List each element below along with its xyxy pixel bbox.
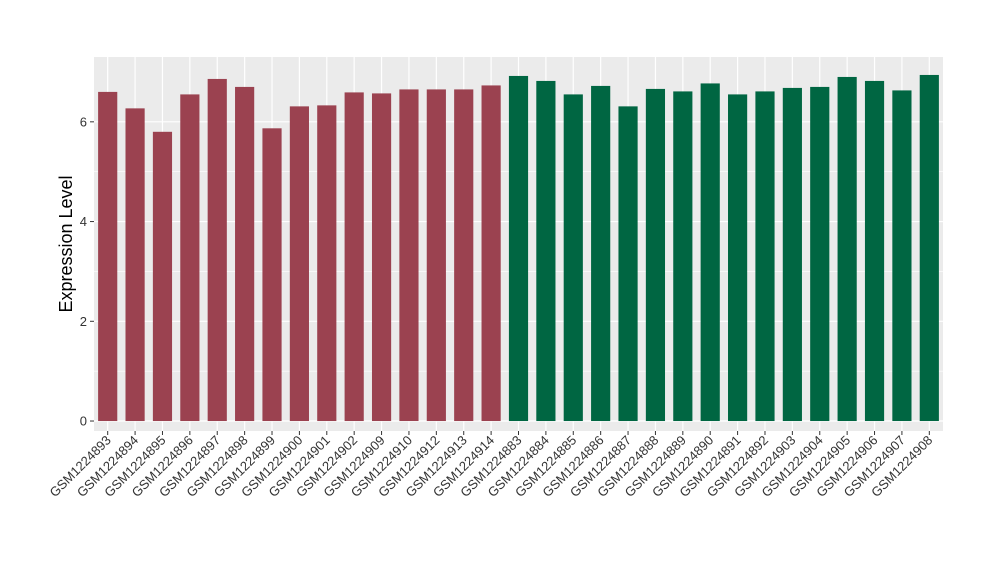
bar-GSM1224909 bbox=[371, 93, 392, 422]
bar-GSM1224902 bbox=[344, 92, 364, 422]
bar-GSM1224908 bbox=[919, 74, 939, 422]
bar-GSM1224886 bbox=[591, 85, 611, 422]
bar-GSM1224905 bbox=[837, 76, 857, 422]
y-tick-label: 6 bbox=[80, 114, 87, 129]
y-tick-label: 0 bbox=[80, 414, 87, 429]
bar-GSM1224883 bbox=[508, 75, 529, 422]
bar-GSM1224896 bbox=[180, 94, 200, 422]
bar-GSM1224898 bbox=[235, 86, 255, 422]
bar-GSM1224884 bbox=[536, 80, 556, 422]
bar-GSM1224914 bbox=[481, 85, 501, 422]
bar-GSM1224899 bbox=[262, 128, 282, 422]
bar-GSM1224901 bbox=[317, 105, 337, 422]
bar-GSM1224897 bbox=[207, 78, 227, 422]
bar-GSM1224903 bbox=[782, 87, 802, 422]
bars bbox=[98, 74, 939, 422]
bar-GSM1224912 bbox=[426, 89, 446, 422]
bar-GSM1224907 bbox=[892, 90, 912, 422]
bar-GSM1224891 bbox=[728, 94, 748, 422]
bar-GSM1224893 bbox=[98, 91, 118, 422]
bar-GSM1224894 bbox=[125, 108, 145, 422]
bar-GSM1224892 bbox=[755, 91, 775, 422]
y-axis-title: Expression Level bbox=[56, 175, 76, 312]
y-axis: 0 2 4 6 bbox=[80, 114, 94, 429]
bar-GSM1224889 bbox=[673, 91, 693, 422]
bar-GSM1224890 bbox=[700, 83, 720, 422]
bar-GSM1224906 bbox=[864, 80, 885, 422]
x-axis: GSM1224893GSM1224894GSM1224895GSM1224896… bbox=[46, 431, 935, 500]
bar-GSM1224900 bbox=[289, 106, 309, 422]
bar-GSM1224888 bbox=[645, 88, 666, 422]
y-tick-label: 2 bbox=[80, 314, 87, 329]
bar-GSM1224885 bbox=[563, 94, 583, 422]
bar-GSM1224913 bbox=[454, 89, 474, 422]
bar-GSM1224895 bbox=[152, 131, 173, 422]
bar-GSM1224904 bbox=[810, 86, 830, 422]
bar-GSM1224887 bbox=[618, 106, 638, 422]
bar-GSM1224910 bbox=[399, 89, 419, 422]
y-tick-label: 4 bbox=[80, 214, 87, 229]
